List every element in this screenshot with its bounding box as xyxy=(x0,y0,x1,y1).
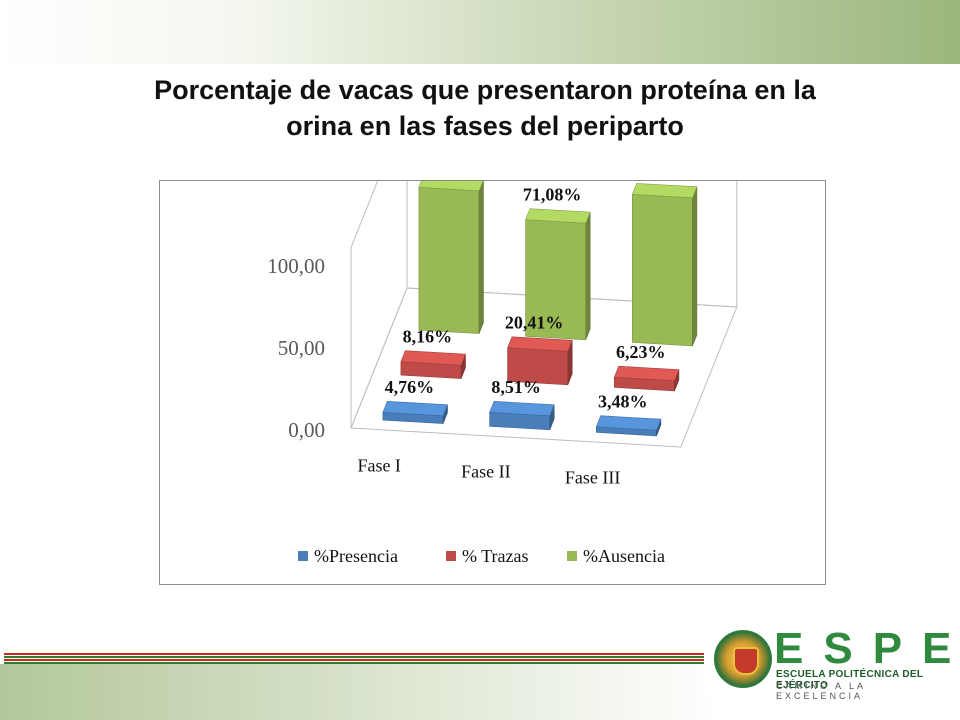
legend-label: %Presencia xyxy=(314,546,398,566)
bar-top xyxy=(507,336,573,352)
data-label: 8,51% xyxy=(491,377,540,397)
bar-top xyxy=(489,400,555,417)
bar-top xyxy=(382,400,448,417)
x-category-label: Fase I xyxy=(357,455,401,475)
slide-title: Porcentaje de vacas que presentaron prot… xyxy=(154,75,816,141)
data-label: 3,48% xyxy=(598,391,648,411)
logo-motto: CAMINO A LA EXCELENCIA xyxy=(776,681,866,701)
bar-top xyxy=(525,208,591,224)
university-seal-icon xyxy=(714,630,772,688)
y-tick-label: 50,00 xyxy=(278,336,325,360)
decorative-stripes xyxy=(4,653,704,665)
data-label: 6,23% xyxy=(616,342,666,362)
x-category-label: Fase III xyxy=(565,468,620,488)
bar-top xyxy=(400,350,466,366)
logo-school-name: ESCUELA POLITÉCNICA DEL EJÉRCITO xyxy=(776,669,924,691)
bar-top xyxy=(613,365,680,382)
bar-front xyxy=(418,186,480,334)
data-label: 20,41% xyxy=(505,313,563,333)
legend-swatch xyxy=(446,551,456,561)
x-category-label: Fase II xyxy=(461,462,510,482)
espe-logo: ESPE ESCUELA POLITÉCNICA DEL EJÉRCITO CA… xyxy=(706,624,951,701)
legend-swatch xyxy=(567,551,577,561)
stripe-3 xyxy=(4,659,704,661)
legend-swatch xyxy=(298,551,308,561)
shield-icon xyxy=(733,647,759,675)
data-label: 4,76% xyxy=(385,377,435,397)
stripe-4 xyxy=(4,662,704,664)
legend-label: %Ausencia xyxy=(583,546,665,566)
bar-side xyxy=(585,212,591,340)
bar-side xyxy=(692,186,698,347)
bar-top xyxy=(418,181,484,192)
bar-top xyxy=(631,183,698,199)
bar-front xyxy=(631,194,693,347)
data-label: 8,16% xyxy=(403,326,453,346)
header-band xyxy=(0,0,960,64)
floor xyxy=(350,287,738,448)
bar-top xyxy=(595,415,662,431)
logo-wordmark: ESPE xyxy=(774,624,960,673)
stripe-1 xyxy=(4,653,704,655)
y-tick-label: 100,00 xyxy=(267,254,325,278)
y-tick-label: 0,00 xyxy=(288,418,325,442)
bar-side xyxy=(478,181,484,334)
stripe-2 xyxy=(4,656,704,658)
legend-label: % Trazas xyxy=(462,546,529,566)
data-label: 71,08% xyxy=(523,184,582,204)
